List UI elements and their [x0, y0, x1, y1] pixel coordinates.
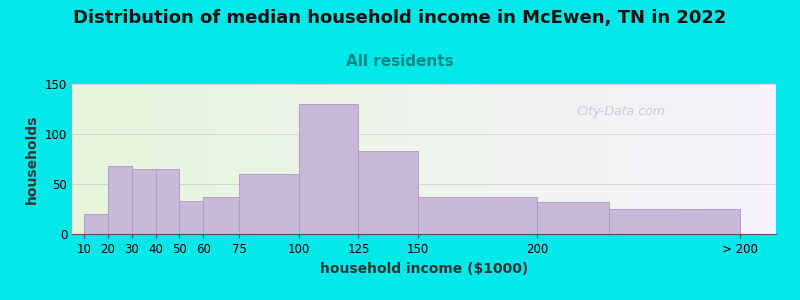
Bar	[203, 197, 239, 234]
Bar	[132, 169, 155, 234]
Text: Distribution of median household income in McEwen, TN in 2022: Distribution of median household income …	[74, 9, 726, 27]
Bar	[298, 104, 358, 234]
Bar	[358, 151, 418, 234]
X-axis label: household income ($1000): household income ($1000)	[320, 262, 528, 276]
Bar	[179, 201, 203, 234]
Text: All residents: All residents	[346, 54, 454, 69]
Bar	[239, 174, 298, 234]
Bar	[538, 202, 609, 234]
Bar	[108, 166, 132, 234]
Bar	[418, 197, 538, 234]
Bar	[609, 209, 740, 234]
Text: City-Data.com: City-Data.com	[577, 104, 666, 118]
Y-axis label: households: households	[26, 114, 39, 204]
Bar	[155, 169, 179, 234]
Bar	[84, 214, 108, 234]
